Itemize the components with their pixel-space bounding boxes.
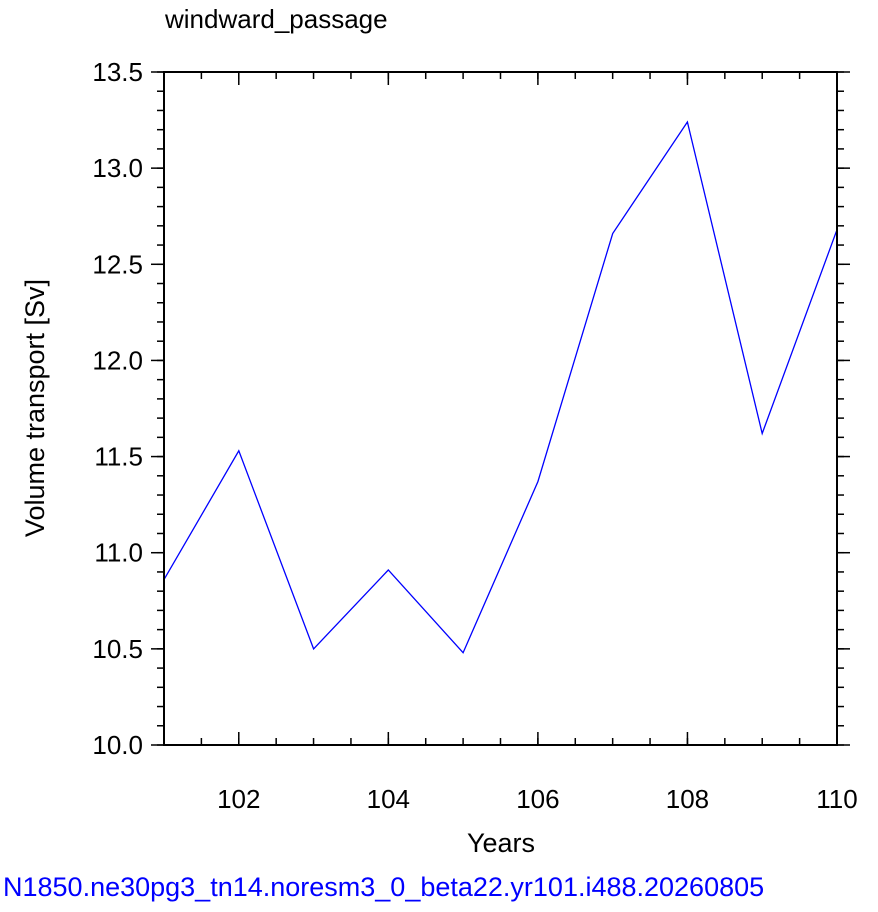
- y-tick-label: 13.5: [92, 57, 143, 87]
- axis-ticks: [151, 71, 850, 746]
- chart-title: windward_passage: [165, 4, 388, 34]
- y-tick-label: 10.0: [92, 730, 143, 760]
- y-tick-label: 10.5: [92, 634, 143, 664]
- y-tick-label: 11.5: [94, 442, 143, 472]
- x-tick-label: 110: [816, 784, 857, 814]
- plot-frame: [163, 71, 838, 746]
- x-tick-label: 104: [367, 784, 410, 814]
- x-tick-label: 102: [217, 784, 260, 814]
- run-id-footer: N1850.ne30pg3_tn14.noresm3_0_beta22.yr10…: [3, 872, 765, 902]
- x-tick-label: 108: [666, 784, 709, 814]
- y-tick-label: 13.0: [92, 153, 143, 183]
- x-tick-label: 106: [516, 784, 559, 814]
- x-axis-label: Years: [467, 828, 535, 858]
- y-tick-label: 12.5: [92, 249, 143, 279]
- line-chart: 102 104 106 108 110 10.0 10.5 11.0 11.5 12.0 12.5 1…: [20, 57, 858, 858]
- y-axis-label: Volume transport [Sv]: [20, 279, 50, 537]
- tick-labels: 102 104 106 108 110 10.0 10.5 11.0 11.5 12.0 12.5 1…: [92, 57, 857, 814]
- series-line: [163, 120, 838, 654]
- y-tick-label: 12.0: [92, 345, 143, 375]
- y-tick-label: 11.0: [94, 538, 143, 568]
